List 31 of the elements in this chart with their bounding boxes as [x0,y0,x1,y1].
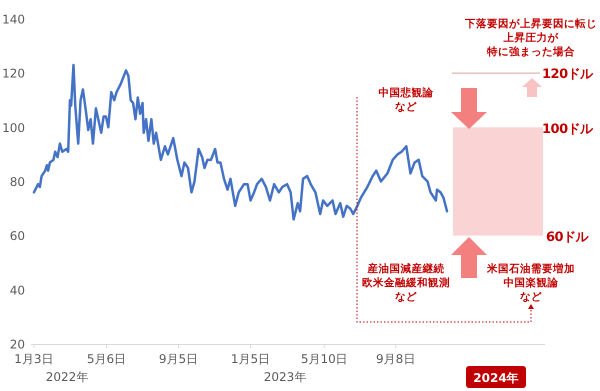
annotation: 欧米金融緩和観測 [362,276,450,289]
text: 2024年 [473,371,519,385]
annotation: 米国石油需要増加 [486,262,575,275]
x-tick-label: 9月5日 [158,352,198,366]
annotation: 産油国減産継続 [366,262,444,275]
line-series [32,64,448,221]
x-tick-label: 1月3日 [14,352,54,366]
y-tick-label: 60 [10,229,25,244]
annotation: 中国楽観論 [504,276,560,289]
annotation: など [395,291,418,303]
text: 2022年 [46,370,88,384]
annotation: 中国悲観論 [378,86,434,99]
x-tick-label: 9月8日 [376,352,416,366]
annotation: 100ドル [542,122,594,137]
y-tick-label: 20 [10,338,25,352]
y-tick-label: 100 [2,120,25,135]
annotation: など [520,291,543,303]
y-tick-label: 120 [2,66,25,81]
y-tick-label: 140 [2,12,25,26]
x-tick-label: 1月5日 [230,352,270,366]
annotation: 下落要因が上昇要因に転じ [464,17,597,30]
y-tick-label: 40 [10,283,25,298]
annotation: 特に強まった場合 [486,45,575,58]
annotation: など [395,101,418,113]
annotation: 上昇圧力が [502,31,560,44]
x-tick-label: 5月10日 [300,352,348,366]
x-tick-label: 5月6日 [86,352,126,366]
text: 60ドル [546,230,590,245]
ref-line-label: 120ドル [542,67,594,82]
y-tick-label: 80 [10,175,25,189]
text: 2023年 [264,370,306,384]
